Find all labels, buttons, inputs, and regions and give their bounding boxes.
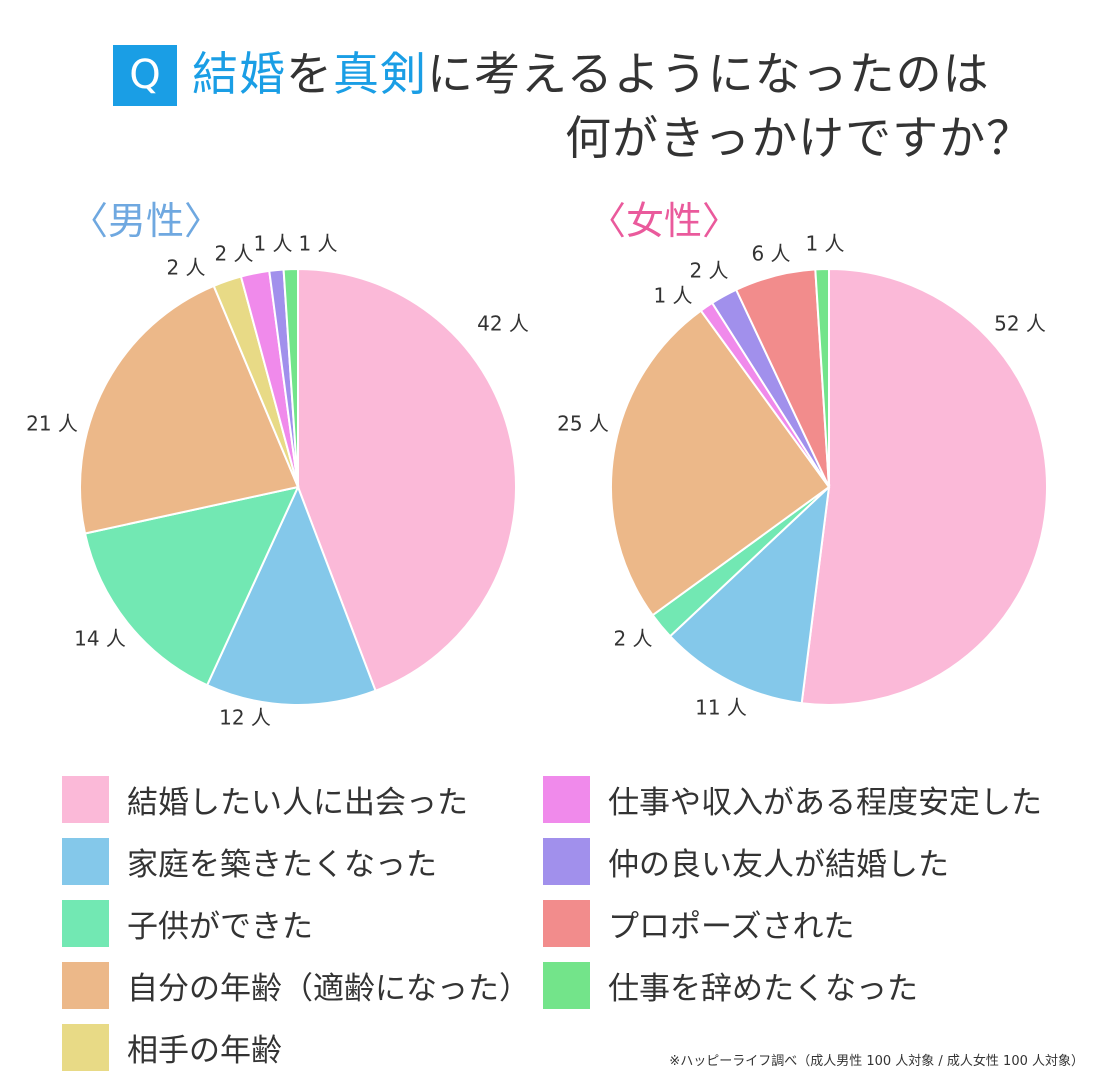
pie-data-label: 52 人	[994, 312, 1046, 336]
legend-label: 家庭を築きたくなった	[127, 846, 437, 883]
pie-data-label: 6 人	[751, 242, 790, 266]
legend-label: 相手の年齢	[127, 1032, 282, 1069]
pie-data-label: 21 人	[26, 412, 78, 436]
legend-swatch	[62, 961, 109, 1009]
pie-data-label: 2 人	[214, 242, 253, 266]
legend-swatch	[543, 899, 590, 947]
pie-data-label: 1 人	[805, 232, 844, 256]
legend-item-meet-partner: 結婚したい人に出会った	[62, 774, 468, 824]
title-part: 真剣	[333, 47, 427, 101]
question-badge: Q	[113, 45, 177, 106]
pie-data-label: 25 人	[557, 412, 609, 436]
legend-label: 仲の良い友人が結婚した	[608, 846, 949, 883]
male-chart-title: 〈男性〉	[70, 199, 223, 243]
legend-item-quit-job: 仕事を辞めたくなった	[543, 960, 918, 1010]
pie-slice	[814, 267, 830, 488]
legend-item-own-age: 自分の年齢（適齢になった）	[62, 960, 530, 1010]
pie-data-label: 1 人	[253, 232, 292, 256]
pie-slice	[205, 484, 377, 706]
legend-item-build-family: 家庭を築きたくなった	[62, 836, 437, 886]
pie-slice	[83, 485, 300, 687]
pie-slice	[610, 309, 831, 617]
pie-slice	[297, 267, 517, 693]
legend-item-friend-married: 仲の良い友人が結婚した	[543, 836, 949, 886]
footnote: ※ハッピーライフ調べ（成人男性 100 人対象 / 成人女性 100 人対象）	[669, 1054, 1084, 1069]
pie-data-label: 1 人	[298, 232, 337, 256]
legend-label: 仕事や収入がある程度安定した	[608, 784, 1042, 821]
pie-data-label: 2 人	[166, 256, 205, 280]
pie-data-label: 1 人	[653, 284, 692, 308]
legend-label: 自分の年齢（適齢になった）	[127, 970, 530, 1007]
pie-data-label: 2 人	[689, 259, 728, 283]
legend-item-child: 子供ができた	[62, 898, 313, 948]
legend-swatch	[543, 837, 590, 885]
legend-swatch	[62, 837, 109, 885]
pie-slice	[79, 284, 300, 535]
legend-item-proposed: プロポーズされた	[543, 898, 854, 948]
title-line-1: 結婚を真剣に考えるようになったのは	[192, 42, 990, 106]
pie-data-label: 12 人	[219, 706, 271, 730]
legend-label: 結婚したい人に出会った	[127, 784, 468, 821]
title-line-2: 何がきっかけですか？	[565, 111, 1034, 165]
title-part: を	[286, 47, 333, 101]
legend-swatch	[62, 1023, 109, 1071]
pie-slice	[668, 484, 831, 705]
pie-data-label: 2 人	[613, 627, 652, 651]
pie-data-label: 11 人	[695, 696, 747, 720]
legend-label: プロポーズされた	[608, 908, 855, 945]
legend-label: 仕事を辞めたくなった	[608, 970, 918, 1007]
title-part: に考えるようになったのは	[427, 47, 990, 101]
pie-slice	[282, 267, 299, 488]
legend-swatch	[543, 775, 590, 823]
pie-slice	[800, 267, 1049, 706]
legend-swatch	[62, 775, 109, 823]
female-chart-title: 〈女性〉	[588, 199, 741, 243]
pie-data-label: 42 人	[477, 312, 529, 336]
pie-data-label: 14 人	[74, 627, 126, 651]
legend-swatch	[543, 961, 590, 1009]
legend-swatch	[62, 899, 109, 947]
legend-item-partner-age: 相手の年齢	[62, 1022, 282, 1072]
title-part: 結婚	[192, 47, 286, 101]
legend-item-stable-income: 仕事や収入がある程度安定した	[543, 774, 1042, 824]
legend-label: 子供ができた	[127, 908, 313, 945]
